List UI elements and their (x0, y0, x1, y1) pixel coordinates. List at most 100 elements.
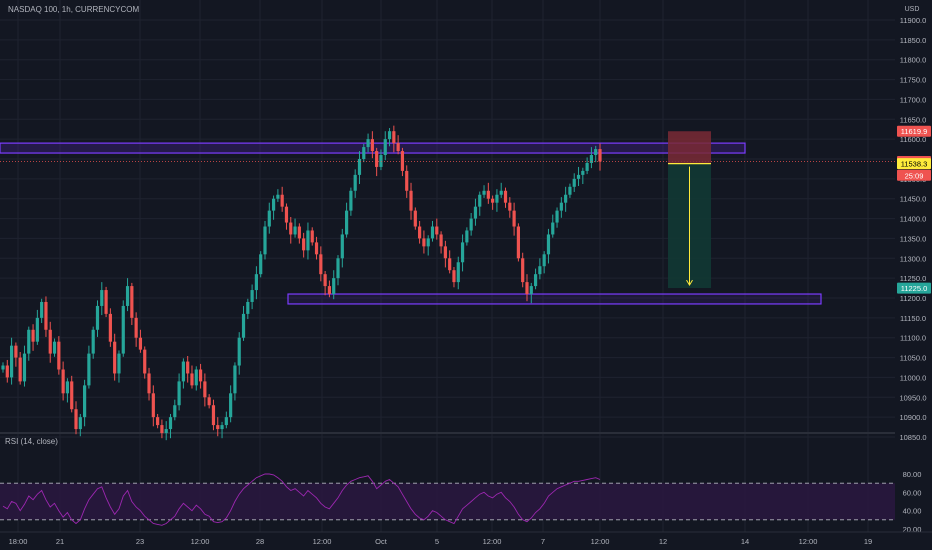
candle-body (18, 357, 22, 382)
candle-body (555, 210, 559, 223)
candle-body (409, 190, 413, 211)
time-tick-label: 14 (741, 537, 749, 546)
price-tick-label: 11150.0 (900, 314, 926, 323)
rsi-tick-label: 60.00 (903, 488, 922, 497)
candle-body (533, 274, 538, 287)
symbol-title: NASDAQ 100, 1h, CURRENCYCOM (8, 5, 139, 14)
rsi-tick-label: 80.00 (903, 470, 922, 479)
entry-price-badge-bg (897, 158, 931, 170)
candle-body (366, 139, 370, 148)
candle-body (74, 409, 78, 430)
candle-body (44, 301, 48, 330)
candle-body (538, 266, 542, 275)
candle-body (486, 190, 490, 199)
candle-body (426, 238, 430, 247)
time-tick-label: 12:00 (483, 537, 502, 546)
candle-body (413, 210, 417, 227)
price-axis[interactable]: 11900.0 11850.0 11800.0 11750.0 11700.0 11650… (895, 0, 932, 550)
candle-body (306, 230, 310, 251)
candle-body (387, 131, 392, 140)
candle-body (22, 353, 27, 382)
candle-body (125, 286, 130, 306)
rsi-band (0, 483, 895, 520)
price-tick-label: 11700.0 (900, 95, 927, 104)
candle-body (259, 254, 263, 275)
candle-body (186, 361, 190, 374)
candle-body (349, 190, 353, 211)
candle-body (319, 254, 323, 275)
countdown-badge-bg (897, 169, 931, 181)
price-tick-label: 10900.0 (899, 413, 926, 422)
candle-body (576, 174, 581, 179)
price-tick-label: 11650.0 (900, 115, 927, 124)
candle-body (207, 397, 211, 406)
time-tick-label: 12:00 (591, 537, 610, 546)
candle-body (439, 234, 443, 247)
candle-body (456, 262, 460, 283)
candle-body (164, 429, 168, 434)
candle-body (9, 345, 14, 378)
candle-body (61, 369, 65, 394)
candle-body (581, 170, 585, 175)
candle-body (108, 313, 112, 342)
candle-body (83, 385, 87, 418)
candle-body (130, 286, 134, 318)
candle-body (293, 226, 297, 235)
candle-body (134, 317, 138, 338)
price-tick-label: 11800.0 (900, 56, 927, 65)
candle-body (594, 149, 598, 156)
candle-body (564, 194, 568, 203)
candle-body (263, 226, 267, 255)
currency-label: USD (905, 6, 920, 13)
price-tick-label: 11400.0 (900, 215, 927, 224)
candle-body (65, 381, 70, 394)
candle-body (113, 341, 117, 374)
candle-body (332, 278, 336, 295)
rsi-pane (0, 473, 895, 526)
candle-body (87, 353, 91, 386)
stop-loss-box[interactable] (668, 131, 711, 164)
candle-body (379, 155, 383, 167)
price-tick-label: 11050.0 (900, 354, 927, 363)
candle-body (383, 139, 387, 156)
rsi-label: RSI (14, close) (5, 437, 58, 446)
candle-body (168, 417, 173, 430)
candle-body (585, 162, 589, 171)
candle-body (220, 425, 224, 430)
candle-body (478, 194, 482, 207)
candle-body (503, 190, 508, 203)
price-tick-label: 11250.0 (900, 274, 927, 283)
candle-body (340, 234, 344, 259)
rsi-tick-label: 20.00 (903, 525, 922, 534)
candle-body (27, 329, 31, 354)
candle-body (521, 258, 525, 283)
grid (0, 0, 932, 532)
candle-body (224, 417, 228, 426)
stop-price-badge: 11619.9 (901, 127, 928, 136)
price-tick-label: 11750.0 (900, 76, 927, 85)
candle-body (460, 242, 465, 263)
time-tick-label: Oct (375, 537, 388, 546)
price-axis-bg (895, 0, 932, 550)
time-tick-label: 12:00 (799, 537, 818, 546)
candle-body (78, 417, 82, 430)
candle-body (430, 226, 435, 239)
support-zone[interactable] (287, 293, 822, 305)
candle-body (491, 198, 495, 203)
candle-body (271, 198, 276, 211)
time-axis[interactable]: 18:00 21 23 12:00 28 12:00 Oct 5 12:00 7 12:00 12 14… (0, 531, 932, 550)
candle-body (254, 274, 259, 291)
price-tick-label: 11600.0 (900, 135, 927, 144)
price-tick-label: 11350.0 (900, 234, 927, 243)
candle-body (418, 226, 422, 239)
candle-body (375, 151, 379, 167)
short-position-tool[interactable] (668, 131, 711, 289)
candle-body (336, 258, 340, 279)
price-tick-label: 11850.0 (900, 36, 927, 45)
candle-body (177, 381, 181, 406)
candle-body (362, 147, 366, 159)
candle-body (267, 210, 271, 227)
countdown-badge: 25:09 (905, 171, 924, 180)
